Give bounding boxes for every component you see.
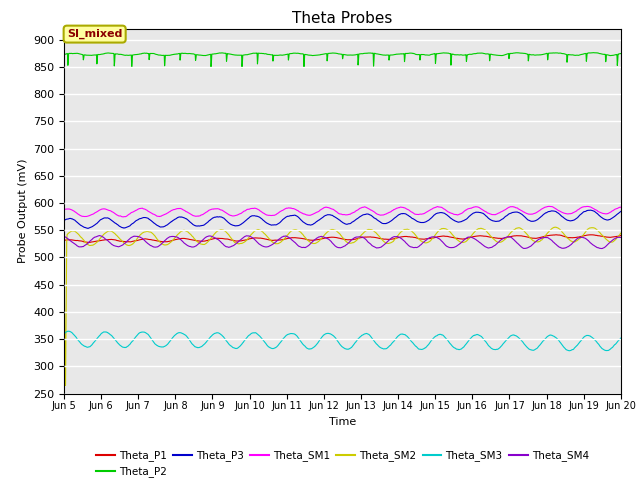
Theta_P2 — [551, 50, 559, 56]
Theta_SM1 — [617, 204, 625, 210]
Theta_P2 — [429, 51, 437, 57]
Theta_SM1 — [246, 206, 254, 212]
Theta_SM2 — [184, 229, 192, 235]
Theta_SM4 — [171, 234, 179, 240]
Theta_P1 — [184, 236, 192, 242]
Theta_SM2 — [552, 224, 559, 230]
Theta_SM4 — [60, 234, 68, 240]
Theta_P3 — [429, 213, 437, 219]
Theta_P1 — [60, 238, 68, 243]
Theta_SM4 — [246, 234, 254, 240]
Theta_P3 — [246, 214, 254, 219]
Theta_P2 — [60, 51, 68, 57]
Theta_SM3 — [551, 334, 559, 340]
Theta_SM1 — [545, 204, 553, 209]
Theta_SM2 — [429, 235, 437, 240]
Theta_P1 — [246, 236, 254, 241]
Theta_P1 — [85, 240, 93, 245]
Theta_P1 — [551, 232, 559, 238]
Theta_P1 — [617, 233, 625, 239]
Theta_SM2 — [502, 236, 509, 241]
Legend: Theta_P1, Theta_P2, Theta_P3, Theta_SM1, Theta_SM2, Theta_SM3, Theta_SM4: Theta_P1, Theta_P2, Theta_P3, Theta_SM1,… — [92, 446, 593, 480]
Text: SI_mixed: SI_mixed — [67, 29, 122, 39]
Theta_P1 — [429, 235, 437, 241]
Theta_P3 — [171, 216, 179, 222]
Theta_SM1 — [184, 210, 192, 216]
Theta_P3 — [617, 209, 625, 215]
Theta_SM1 — [60, 206, 68, 212]
Theta_P2 — [170, 51, 178, 57]
Theta_SM4 — [598, 246, 605, 252]
Theta_SM1 — [429, 205, 437, 211]
Theta_SM4 — [184, 243, 192, 249]
Theta_SM3 — [184, 336, 192, 341]
Line: Theta_P1: Theta_P1 — [64, 235, 621, 242]
Theta_SM1 — [502, 206, 509, 212]
Line: Theta_SM3: Theta_SM3 — [64, 331, 621, 351]
Theta_P2 — [617, 51, 625, 57]
Line: Theta_SM4: Theta_SM4 — [64, 236, 621, 249]
Theta_SM4 — [617, 235, 625, 240]
Theta_SM3 — [429, 336, 437, 341]
Theta_SM2 — [551, 225, 559, 230]
X-axis label: Time: Time — [329, 417, 356, 427]
Theta_P3 — [60, 218, 68, 224]
Theta_SM3 — [60, 338, 68, 344]
Theta_P2 — [502, 51, 509, 57]
Theta_SM1 — [171, 206, 179, 212]
Theta_SM2 — [171, 235, 179, 241]
Title: Theta Probes: Theta Probes — [292, 11, 392, 26]
Theta_SM2 — [246, 232, 254, 238]
Theta_SM3 — [566, 348, 573, 354]
Theta_P3 — [587, 207, 595, 213]
Theta_SM3 — [246, 331, 254, 337]
Y-axis label: Probe Output (mV): Probe Output (mV) — [17, 159, 28, 264]
Theta_SM3 — [502, 338, 509, 344]
Theta_SM2 — [61, 383, 69, 388]
Theta_SM4 — [551, 241, 559, 247]
Theta_P1 — [553, 232, 561, 238]
Theta_P1 — [171, 237, 179, 243]
Theta_SM4 — [429, 234, 437, 240]
Line: Theta_SM1: Theta_SM1 — [64, 206, 621, 217]
Theta_P3 — [184, 217, 192, 223]
Theta_P3 — [502, 213, 509, 219]
Theta_SM2 — [60, 238, 68, 244]
Theta_SM2 — [617, 230, 625, 236]
Theta_SM4 — [502, 235, 509, 240]
Line: Theta_P2: Theta_P2 — [64, 53, 621, 68]
Theta_SM1 — [120, 214, 127, 220]
Theta_P2 — [184, 51, 191, 57]
Theta_SM1 — [552, 205, 559, 211]
Theta_P2 — [246, 51, 254, 57]
Theta_SM3 — [64, 328, 72, 334]
Theta_P2 — [238, 65, 246, 71]
Line: Theta_SM2: Theta_SM2 — [64, 227, 621, 385]
Theta_P1 — [502, 235, 509, 240]
Theta_SM4 — [96, 233, 104, 239]
Theta_SM3 — [171, 333, 179, 338]
Theta_SM3 — [617, 335, 625, 341]
Theta_P3 — [551, 208, 559, 214]
Line: Theta_P3: Theta_P3 — [64, 210, 621, 228]
Theta_P2 — [589, 50, 597, 56]
Theta_P3 — [84, 226, 92, 231]
